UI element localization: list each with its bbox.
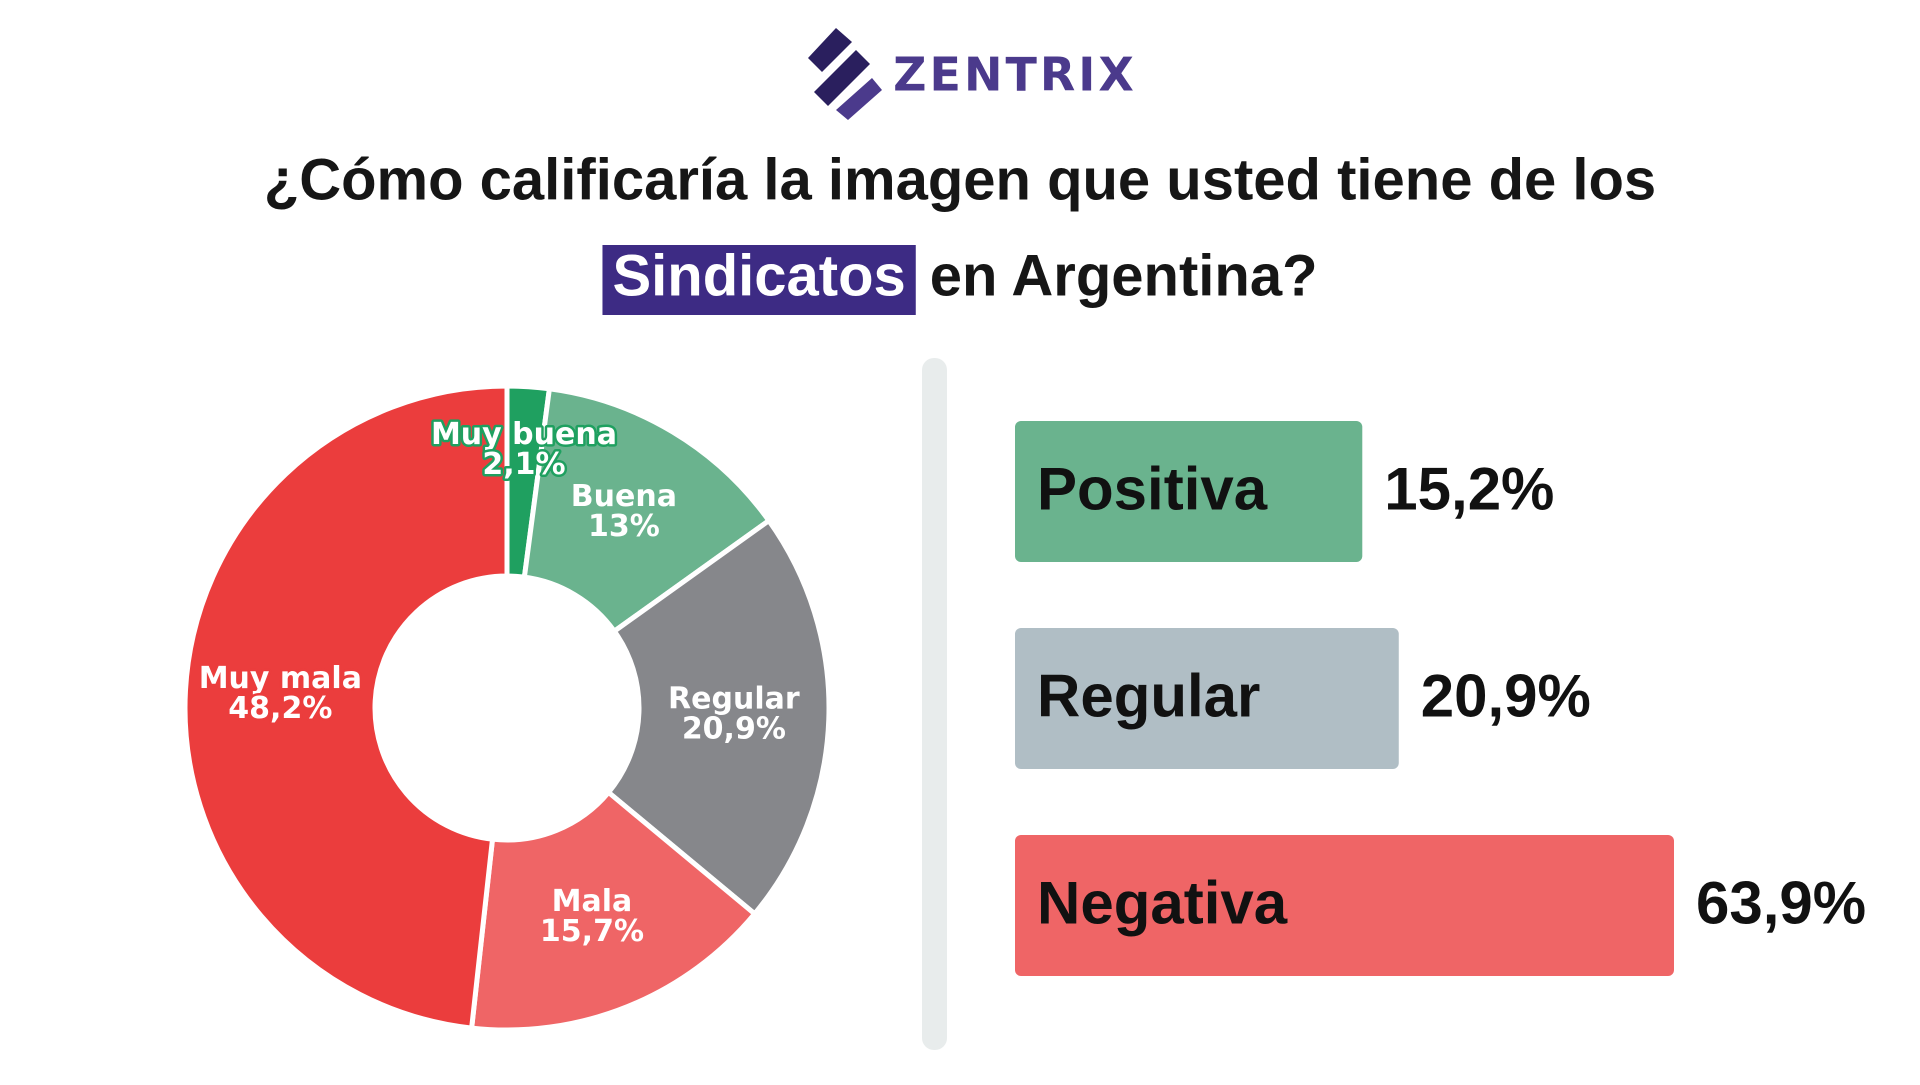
logo: ZENTRIX	[808, 28, 1137, 120]
donut-slice	[606, 518, 832, 917]
bar-value-label: 20,9%	[1421, 662, 1591, 729]
donut-slice	[521, 386, 772, 634]
title-line: ¿Cómo calificaría la imagen que usted ti…	[264, 147, 1656, 212]
donut-slice	[182, 383, 510, 1031]
divider	[922, 358, 947, 1050]
logo-text: ZENTRIX	[893, 48, 1137, 102]
slice-value-label: 48,2%	[228, 691, 332, 726]
title-line: en Argentina?	[930, 243, 1318, 308]
slice-category-label: Buena	[571, 479, 677, 514]
bar	[1015, 835, 1674, 976]
slice-value-label: 2,1%	[482, 447, 565, 482]
title-highlight	[602, 245, 916, 315]
bar	[1015, 421, 1363, 562]
bar-value-label: 63,9%	[1696, 869, 1866, 936]
slice-value-label: 15,7%	[540, 914, 644, 949]
logo-icon	[808, 28, 882, 120]
slice-value-label: 20,9%	[682, 712, 786, 747]
bar-category-label: Positiva	[1037, 455, 1268, 522]
bar	[1015, 628, 1399, 769]
bar-category-label: Negativa	[1037, 869, 1288, 936]
slice-category-label: Regular	[668, 682, 800, 717]
title-highlight-text: Sindicatos	[612, 243, 905, 308]
slice-value-label: 13%	[588, 509, 660, 544]
bar-category-label: Regular	[1037, 662, 1260, 729]
slice-category-label: Mala	[552, 884, 633, 919]
slice-category-label: Muy mala	[199, 661, 362, 696]
bar-value-label: 15,2%	[1384, 455, 1554, 522]
donut-slice	[469, 789, 758, 1033]
slice-category-label: Muy buena	[431, 417, 617, 452]
